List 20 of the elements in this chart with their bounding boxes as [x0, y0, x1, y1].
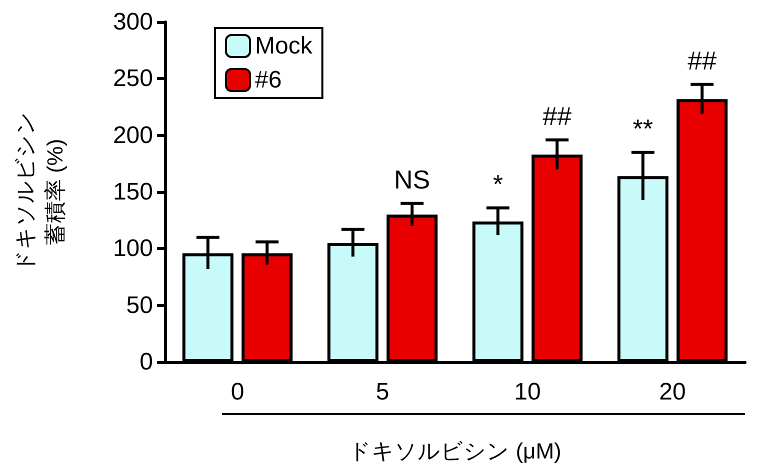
annotation: **: [632, 113, 654, 144]
x-tick-label: 5: [376, 378, 390, 406]
x-tick-label: 20: [659, 378, 686, 406]
y-tick-label: 200: [112, 122, 153, 149]
x-axis-title: ドキソルビシン (μM): [348, 438, 562, 464]
y-tick-label: 50: [126, 292, 153, 319]
y-tick-label: 100: [112, 235, 153, 262]
y-axis-title: ドキソルビシン蓄積率 (%): [12, 112, 68, 272]
annotation: NS: [394, 164, 430, 194]
annotation: ##: [542, 100, 572, 131]
x-tick-label: 0: [230, 378, 244, 406]
legend-label: #6: [255, 66, 282, 94]
x-tick-label: 10: [514, 378, 541, 406]
y-tick-label: 250: [112, 65, 153, 92]
annotation: *: [492, 168, 503, 199]
legend-label: Mock: [255, 32, 314, 60]
y-tick-label: 0: [140, 348, 153, 376]
annotation: ##: [688, 45, 718, 76]
y-tick-label: 300: [112, 8, 153, 36]
y-tick-label: 150: [112, 178, 153, 206]
